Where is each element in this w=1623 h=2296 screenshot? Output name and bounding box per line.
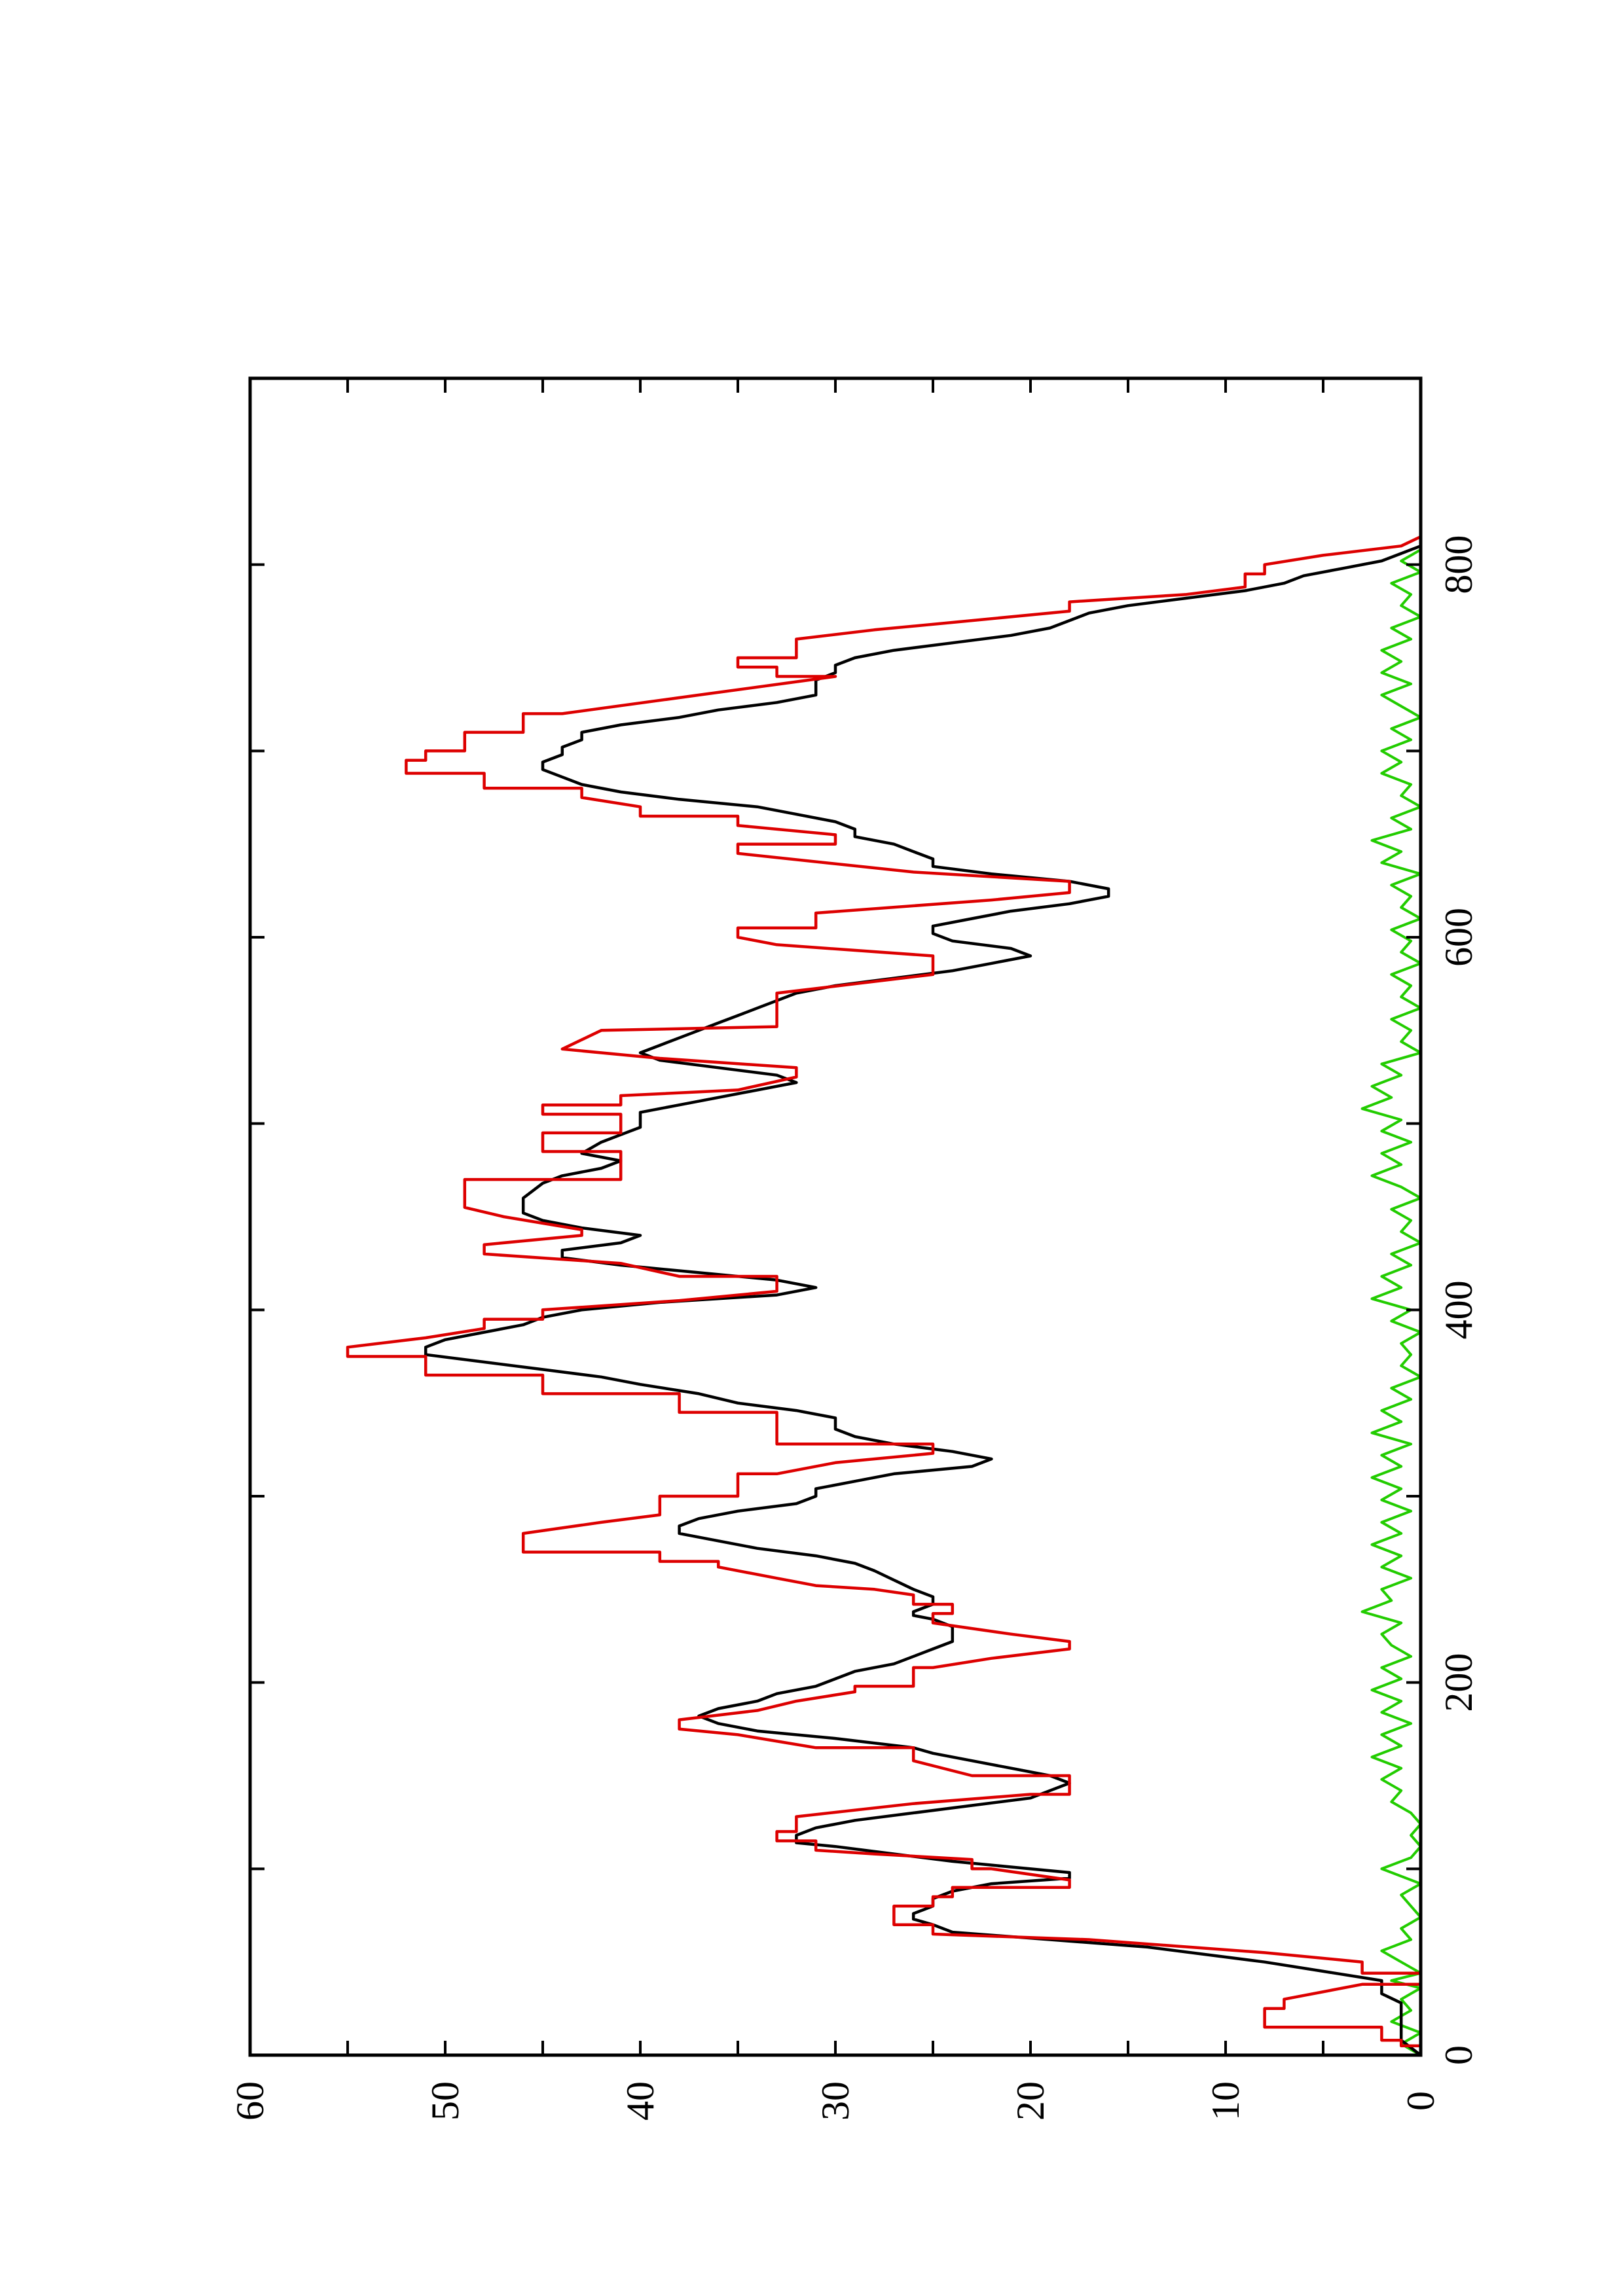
x-tick-label: 800 xyxy=(1437,535,1480,594)
x-tick-label: 600 xyxy=(1437,908,1480,967)
series-line-0 xyxy=(346,535,1423,2055)
y-tick-label: 50 xyxy=(424,2081,467,2121)
y-tick-label: 0 xyxy=(1399,2091,1442,2111)
x-tick-label: 200 xyxy=(1437,1653,1480,1712)
series-line-2 xyxy=(1360,548,1422,2056)
ticks-layer xyxy=(249,377,1422,2056)
x-tick-label: 0 xyxy=(1437,2045,1480,2065)
x-tick-label: 400 xyxy=(1437,1280,1480,1339)
y-tick-label: 60 xyxy=(228,2081,272,2121)
series-line-1 xyxy=(424,545,1422,2056)
y-tick-label: 20 xyxy=(1009,2081,1052,2121)
tick-labels-layer: 0 200 400 600 800 0 10 20 30 40 50 60 xyxy=(228,535,1480,2121)
y-tick-label: 40 xyxy=(619,2081,662,2121)
y-tick-label: 10 xyxy=(1204,2081,1247,2121)
y-tick-label: 30 xyxy=(814,2081,857,2121)
series-layer xyxy=(346,535,1423,2056)
